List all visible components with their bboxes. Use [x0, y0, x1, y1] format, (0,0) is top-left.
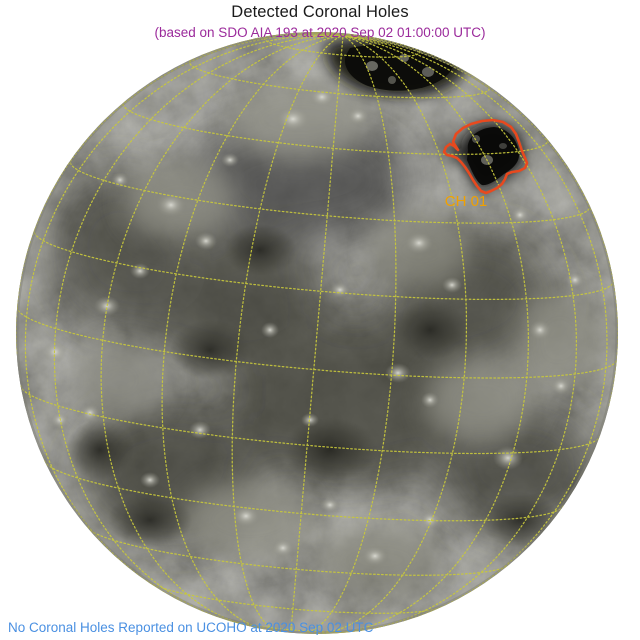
dark-mottling	[66, 224, 560, 548]
active-region-points	[43, 87, 584, 566]
coronal-hole-contour[interactable]	[442, 118, 529, 195]
coronal-hole-contours[interactable]	[442, 118, 529, 195]
heliographic-grid	[16, 32, 618, 634]
disk-content	[16, 32, 618, 634]
footer-status-text: No Coronal Holes Reported on UCOHO at 20…	[8, 620, 374, 635]
coronal-hole-labels: CH 01	[445, 193, 488, 210]
page-title: Detected Coronal Holes	[231, 3, 409, 21]
ch01-dark-body	[448, 122, 525, 190]
page-subtitle: (based on SDO AIA 193 at 2020 Sep 02 01:…	[154, 25, 486, 40]
coronal-hole-label: CH 01	[445, 193, 488, 210]
